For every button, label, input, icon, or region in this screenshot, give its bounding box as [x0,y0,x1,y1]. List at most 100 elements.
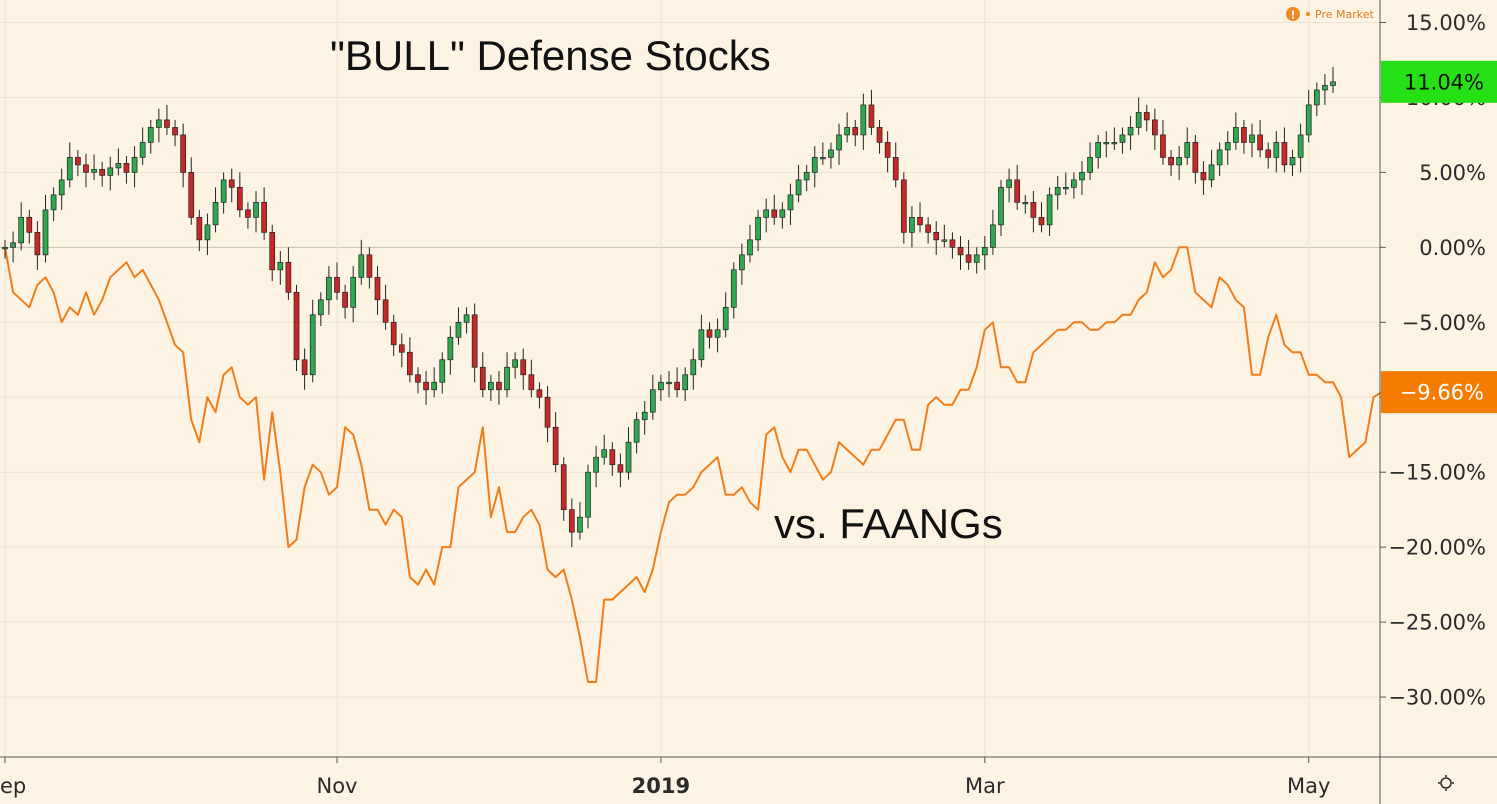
candle [544,385,551,443]
candle [26,209,33,244]
candle [1103,131,1110,158]
candle [917,202,923,233]
candle [196,209,203,252]
candle-body [1208,164,1215,181]
candle [1087,142,1093,180]
candle [139,127,146,165]
candle [1062,172,1069,195]
y-tick-label: 0.00% [1419,236,1486,260]
value-badge [1381,60,1497,103]
candle [326,266,332,315]
candle [1038,202,1045,233]
candle-body [714,329,721,338]
candle [1135,97,1142,135]
candle-body [739,254,745,271]
candle-body [1224,142,1231,151]
candle [34,221,41,270]
candle-body [334,276,340,293]
candle-body [876,127,883,143]
candle-body [131,157,138,173]
candle-body [1265,149,1272,158]
candle [1160,119,1166,165]
candle-body [795,179,802,196]
candle [998,179,1004,237]
candle [722,292,729,338]
last-value-badges: 11.04% −9.66% [1381,60,1497,414]
candle [66,142,73,188]
candle [99,161,106,187]
pre-market-status[interactable]: ! Pre Market [1286,7,1374,22]
candle [407,337,413,383]
candle [1006,168,1012,203]
candle [811,146,818,188]
candle-body [358,254,365,278]
candle [301,348,308,390]
candle [755,209,761,252]
settings-button[interactable] [1438,775,1454,791]
candle-body [593,456,599,473]
candle [803,164,810,192]
candle [560,457,567,521]
candle [666,371,672,398]
candle [860,93,867,150]
candle-body [560,464,567,511]
x-tick-label: Mar [965,774,1005,798]
candle-body [245,209,251,218]
candle-body [99,169,106,176]
candle-body [965,254,972,263]
candle-body [471,314,478,368]
value-badge-label: −9.66% [1400,381,1484,405]
candle-body [625,441,632,473]
candle-body [909,217,915,233]
candle [957,236,964,270]
candle-body [261,202,267,233]
candle-body [34,231,41,256]
candle-body [868,104,875,128]
candle [398,333,405,368]
candle-body [1143,112,1150,121]
candle [1014,164,1021,210]
candle-body [1006,179,1012,188]
candle [1095,134,1102,169]
candle [107,156,114,191]
candle-body [455,321,462,338]
candle-body [1095,142,1102,158]
candle-body [747,239,753,256]
candle-body [900,179,907,233]
candle [471,303,478,383]
candle [228,168,235,203]
candle [58,168,65,210]
candle-body [115,163,122,169]
candle-body [884,142,891,158]
candle [625,427,632,480]
y-tick-label: −5.00% [1402,311,1486,335]
candle-body [188,172,195,218]
candle [658,374,664,401]
candle-body [66,157,73,181]
candle-body [536,389,543,398]
candle [334,262,340,300]
y-tick-label: −30.00% [1388,686,1486,710]
x-tick-label: Nov [317,774,358,798]
candle-body [236,187,243,211]
value-badge-label: 11.04% [1404,70,1484,94]
candle [75,149,81,177]
candle [236,172,243,218]
candle-body [1257,134,1263,151]
candle-body [180,134,186,173]
candle-body [1103,142,1110,145]
candle [1313,82,1320,117]
candle [552,412,559,473]
candle [795,164,802,203]
candle-body [990,224,996,248]
candle-body [390,321,397,346]
candle-body [949,239,956,248]
candle [42,194,49,263]
candle [1216,142,1223,177]
candle-body [1030,202,1037,218]
candle [900,172,907,244]
candle-body [1273,142,1280,158]
candle [674,367,680,398]
candle-body [1079,172,1085,181]
candle-body [26,217,33,233]
